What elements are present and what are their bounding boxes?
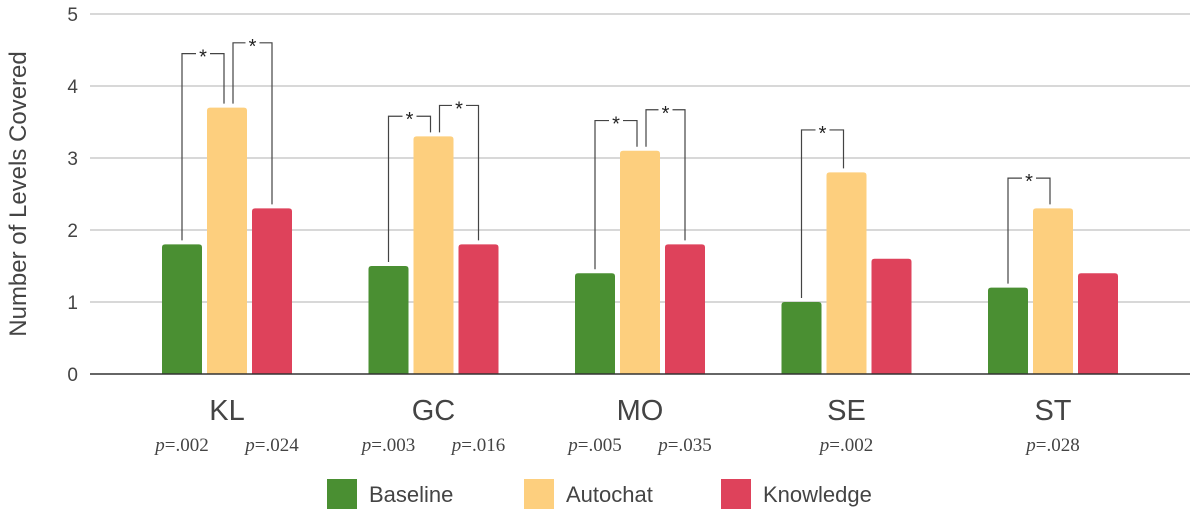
- bar-autochat-st: [1033, 208, 1073, 374]
- legend: Baseline Autochat Knowledge: [327, 479, 872, 509]
- significance-star: *: [455, 98, 463, 120]
- p-value-label: p=.002: [818, 435, 873, 456]
- y-tick-label: 0: [67, 365, 78, 386]
- x-tick-label: GC: [412, 395, 456, 427]
- significance-star: *: [249, 36, 257, 58]
- bar-baseline-kl: [162, 244, 202, 374]
- bar-knowledge-se: [871, 258, 912, 374]
- significance-star: *: [662, 103, 670, 125]
- y-tick-labels: 0 1 2 3 4 5: [67, 5, 78, 386]
- significance-bracket: [232, 42, 273, 205]
- significance-bracket: [1007, 177, 1051, 284]
- p-value-label: p=.002: [153, 435, 208, 456]
- legend-swatch: [327, 479, 357, 509]
- bar-autochat-gc: [413, 136, 454, 374]
- legend-item-knowledge: Knowledge: [721, 479, 872, 509]
- significance-star: *: [612, 114, 620, 136]
- bar-baseline-mo: [575, 273, 615, 374]
- legend-swatch: [721, 479, 751, 509]
- significance-star: *: [406, 109, 414, 131]
- significance-bracket: [800, 129, 845, 298]
- p-value-label: p=.035: [656, 435, 711, 456]
- bars: [162, 107, 1118, 374]
- x-tick-label: SE: [827, 395, 866, 427]
- p-value-label: p=.016: [450, 435, 505, 456]
- significance-brackets: * * * * * * * *: [181, 36, 1051, 298]
- y-tick-label: 1: [67, 293, 78, 314]
- y-tick-label: 5: [67, 5, 78, 26]
- significance-bracket: [387, 115, 432, 262]
- y-tick-label: 4: [67, 77, 78, 98]
- significance-star: *: [199, 47, 207, 69]
- y-tick-label: 2: [67, 221, 78, 242]
- y-axis-label: Number of Levels Covered: [5, 51, 32, 336]
- significance-bracket: [594, 119, 638, 270]
- x-tick-label: KL: [209, 395, 244, 427]
- significance-bracket: [645, 109, 686, 241]
- bar-knowledge-kl: [252, 208, 292, 374]
- x-tick-label: ST: [1034, 395, 1071, 427]
- p-value-label: p=.005: [566, 435, 621, 456]
- y-tick-label: 3: [67, 149, 78, 170]
- p-value-label: p=.003: [360, 435, 415, 456]
- bar-autochat-mo: [620, 150, 660, 374]
- p-value-labels: p=.002 p=.024 p=.003 p=.016 p=.005 p=.035 p=.0…: [153, 435, 1079, 456]
- bar-baseline-gc: [368, 266, 409, 374]
- legend-item-baseline: Baseline: [327, 479, 453, 509]
- p-value-label: p=.028: [1024, 435, 1079, 456]
- significance-star: *: [1025, 171, 1033, 193]
- bar-knowledge-gc: [458, 244, 499, 374]
- legend-label: Knowledge: [763, 482, 872, 507]
- p-value-label: p=.024: [243, 435, 299, 456]
- bar-baseline-st: [988, 287, 1028, 374]
- significance-bracket: [438, 104, 480, 241]
- x-tick-label: MO: [617, 395, 664, 427]
- significance-star: *: [819, 123, 827, 145]
- bar-knowledge-mo: [665, 244, 705, 374]
- legend-swatch: [524, 479, 554, 509]
- bar-autochat-se: [826, 172, 867, 374]
- x-tick-labels: KL GC MO SE ST: [209, 395, 1072, 427]
- legend-label: Autochat: [566, 482, 653, 507]
- bar-autochat-kl: [207, 107, 247, 374]
- legend-item-autochat: Autochat: [524, 479, 653, 509]
- legend-label: Baseline: [369, 482, 453, 507]
- bar-baseline-se: [781, 302, 822, 374]
- significance-bracket: [181, 53, 225, 241]
- bar-knowledge-st: [1078, 273, 1118, 374]
